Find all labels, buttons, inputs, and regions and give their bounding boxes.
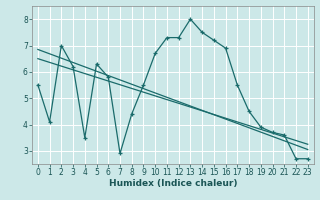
X-axis label: Humidex (Indice chaleur): Humidex (Indice chaleur)	[108, 179, 237, 188]
